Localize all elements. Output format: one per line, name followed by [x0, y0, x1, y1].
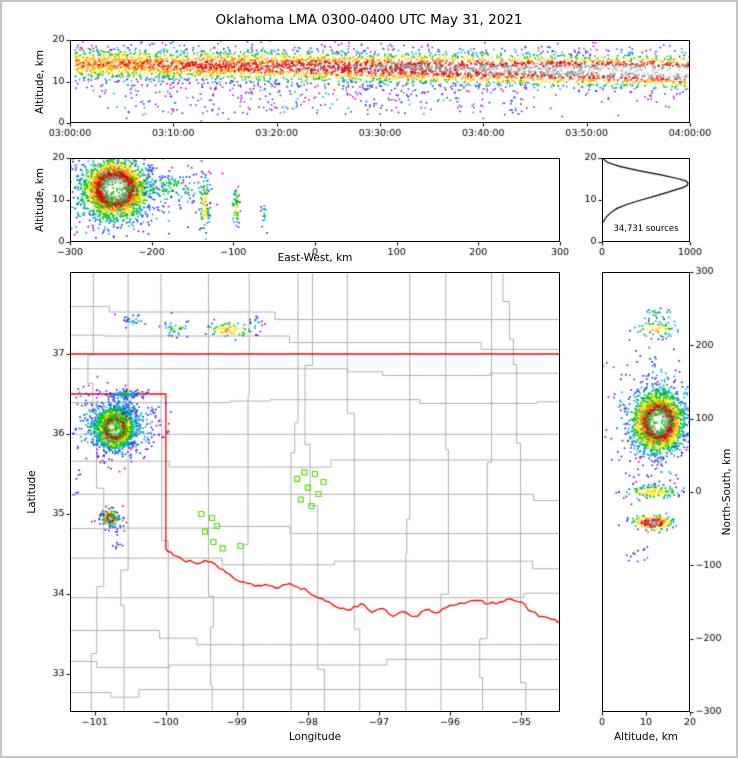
ylabel-east-west-altitude: Altitude, km	[34, 167, 46, 233]
page-title: Oklahoma LMA 0300-0400 UTC May 31, 2021	[215, 12, 523, 28]
sources-count-annotation: 34,731 sources	[613, 224, 679, 234]
xlabel-ns-altitude: Altitude, km	[613, 731, 679, 743]
ylabel-time-height-altitude: Altitude, km	[34, 49, 46, 115]
xlabel-longitude: Longitude	[288, 731, 342, 743]
ylabel-north-south: North-South, km	[721, 448, 733, 536]
ylabel-latitude: Latitude	[26, 470, 38, 514]
xlabel-east-west: East-West, km	[277, 252, 353, 264]
